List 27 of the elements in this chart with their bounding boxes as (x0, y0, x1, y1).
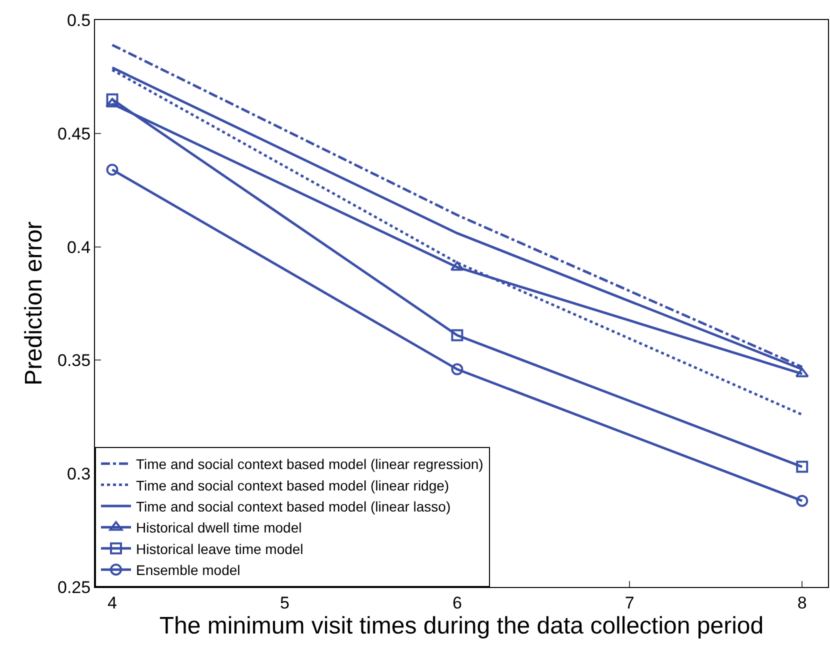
point (451, 363, 464, 376)
x-tick-label: 7 (624, 593, 634, 612)
legend-label: Time and social context based model (linear lasso) (136, 498, 451, 514)
y-tick-label: 0.5 (66, 10, 91, 30)
legend-label: Historical dwell time model (136, 520, 302, 536)
point (106, 164, 118, 176)
x-tick-label: 5 (280, 593, 290, 612)
point (796, 460, 808, 473)
y-tick-label: 0.3 (66, 464, 91, 484)
y-tick-label: 0.35 (58, 351, 91, 370)
point (450, 261, 464, 271)
x-tick-label: 6 (452, 593, 462, 612)
legend-label: Historical leave time model (136, 540, 304, 557)
legend-label: Time and social context based model (linear regression) (136, 456, 484, 472)
y-tick-label: 0.25 (58, 578, 91, 597)
y-tick-label: 0.4 (66, 238, 91, 257)
legend-label: Time and social context based model (linear ridge) (136, 477, 450, 494)
x-tick-label: 8 (797, 593, 807, 612)
y-tick-label: 0.45 (58, 124, 91, 144)
point (451, 329, 464, 342)
x-axis-title: The minimum visit times during the data collection period (159, 612, 764, 640)
point (796, 494, 808, 507)
point (795, 368, 809, 378)
legend-label: Ensemble model (136, 562, 240, 578)
point (106, 93, 118, 106)
y-axis-title: Prediction error (20, 221, 48, 386)
x-tick-label: 4 (108, 593, 117, 612)
